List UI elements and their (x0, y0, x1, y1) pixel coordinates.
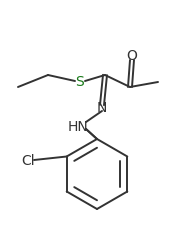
Text: N: N (97, 100, 107, 114)
Text: HN: HN (68, 120, 88, 134)
Text: O: O (127, 49, 137, 63)
Text: Cl: Cl (21, 154, 35, 167)
Text: S: S (76, 75, 84, 89)
